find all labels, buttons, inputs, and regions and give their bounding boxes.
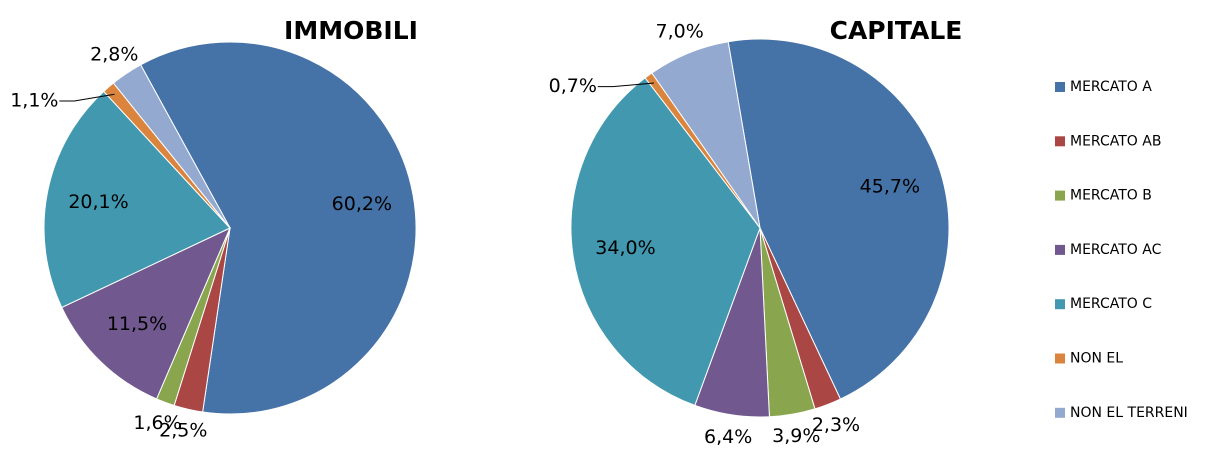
legend-label: MERCATO AB: [1070, 133, 1161, 149]
legend-swatch: [1055, 244, 1065, 255]
pie-slice: [727, 38, 950, 400]
data-label: 2,5%: [159, 420, 207, 442]
legend-swatch: [1055, 82, 1065, 92]
legend-swatch: [1055, 190, 1065, 201]
legend-swatch: [1055, 353, 1065, 364]
data-label: 6,4%: [704, 426, 752, 448]
pie-slice: [61, 226, 231, 400]
legend-label: NON EL: [1070, 351, 1123, 367]
chart-title: IMMOBILI: [284, 16, 418, 45]
pie-slice: [139, 41, 417, 415]
data-label: 7,0%: [656, 21, 704, 43]
pie-slice: [112, 64, 231, 229]
pie-slice: [43, 90, 231, 309]
chart-title: CAPITALE: [830, 16, 963, 45]
legend-swatch: [1055, 299, 1065, 310]
legend-label: MERCATO C: [1070, 296, 1152, 312]
data-label: 11,5%: [107, 313, 167, 335]
pie-slice: [570, 77, 761, 407]
legend-label: NON EL TERRENI: [1070, 405, 1188, 421]
data-label: 34,0%: [595, 237, 655, 259]
data-label: 60,2%: [332, 193, 392, 215]
data-label: 0,7%: [549, 75, 597, 97]
legend-label: MERCATO B: [1070, 188, 1152, 204]
data-label: 2,3%: [812, 414, 860, 436]
data-label: 2,8%: [90, 43, 138, 65]
legend-swatch: [1055, 407, 1065, 418]
data-label: 3,9%: [772, 425, 820, 447]
legend-swatch: [1055, 136, 1065, 147]
pie-slice: [651, 41, 761, 229]
data-label: 1,1%: [10, 89, 58, 111]
data-label: 45,7%: [860, 176, 920, 198]
legend-label: MERCATO A: [1070, 79, 1152, 95]
data-label: 20,1%: [68, 191, 128, 213]
data-label: 1,6%: [133, 412, 181, 434]
leader-line: [597, 82, 655, 88]
legend-label: MERCATO AC: [1070, 242, 1162, 258]
leader-line: [59, 93, 115, 102]
